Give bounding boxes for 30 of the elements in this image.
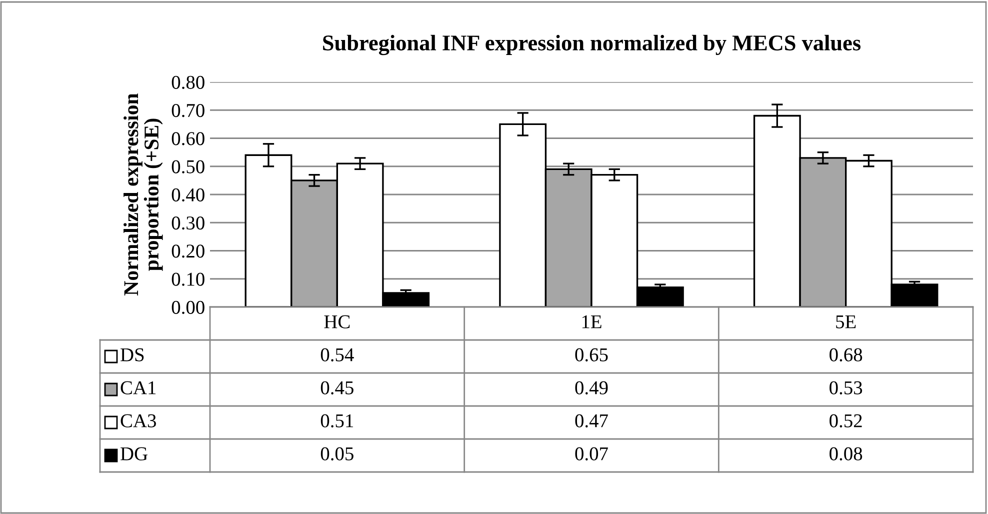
data-label: 0.51 — [320, 414, 354, 428]
y-tick-label: 0.60 — [172, 132, 204, 146]
data-label: 0.68 — [830, 348, 862, 362]
y-tick-label: 0.80 — [172, 76, 204, 90]
data-label: 0.05 — [320, 447, 354, 460]
data-label: 0.54 — [320, 348, 354, 362]
data-label: 0.53 — [830, 381, 862, 394]
data-label: 0.47 — [575, 414, 608, 428]
y-tick-label: 0.00 — [172, 300, 204, 314]
y-tick-label: 0.20 — [172, 244, 204, 258]
x-tick-label: 5E — [836, 315, 856, 328]
legend-label: DS — [120, 348, 144, 362]
legend-label: CA1 — [120, 381, 156, 394]
y-axis-title: Normalized expression proportion (+SE) — [124, 93, 163, 296]
data-label: 0.07 — [575, 447, 608, 460]
legend-label: DG — [120, 447, 148, 460]
data-label: 0.45 — [320, 381, 354, 394]
data-label: 0.08 — [830, 447, 862, 460]
y-tick-label: 0.30 — [172, 216, 204, 230]
y-tick-label: 0.50 — [172, 160, 204, 174]
data-label: 0.52 — [830, 414, 862, 428]
data-label: 0.65 — [575, 348, 608, 362]
x-tick-label: HC — [324, 315, 350, 328]
data-label: 0.49 — [575, 381, 608, 394]
y-tick-label: 0.10 — [172, 272, 204, 286]
y-tick-label: 0.70 — [172, 104, 204, 118]
y-tick-label: 0.40 — [172, 188, 204, 202]
x-tick-label: 1E — [582, 315, 602, 328]
chart-title: Subregional INF expression normalized by MECS values — [323, 34, 861, 56]
legend-label: CA3 — [120, 414, 156, 428]
